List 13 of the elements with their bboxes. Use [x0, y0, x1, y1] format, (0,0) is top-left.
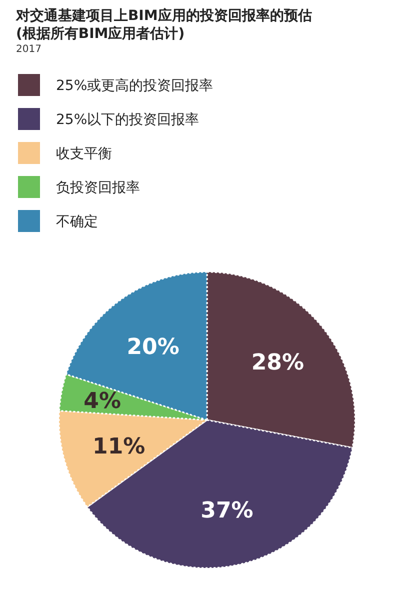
legend-label: 负投资回报率 — [56, 180, 140, 196]
legend-label: 不确定 — [56, 214, 98, 230]
legend-label: 收支平衡 — [56, 146, 112, 162]
chart-subtitle: (根据所有BIM应用者估计) — [16, 25, 185, 42]
data-label: 28% — [251, 350, 304, 376]
data-label: 11% — [92, 434, 146, 460]
legend-label: 25%或更高的投资回报率 — [56, 78, 214, 94]
text: 2017 — [16, 44, 42, 55]
data-label: 4% — [84, 389, 122, 414]
data-label: 20% — [126, 334, 180, 360]
data-label: 37% — [200, 498, 254, 524]
chart-title: 对交通基建项目上BIM应用的投资回报率的预估 — [15, 7, 312, 24]
legend-label: 25%以下的投资回报率 — [56, 112, 200, 128]
